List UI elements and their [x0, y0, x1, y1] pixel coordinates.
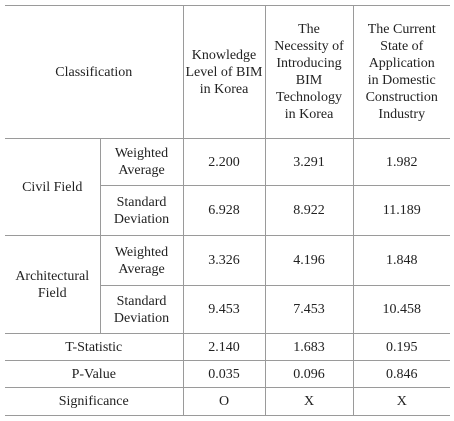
- cell-text: 0.846: [386, 366, 418, 382]
- cell-text: Construction: [365, 90, 438, 105]
- cell-text: 0.035: [208, 366, 240, 382]
- cell-text: T-Statistic: [65, 339, 123, 355]
- cell-text: Weighted: [114, 244, 169, 260]
- cell-text: Civil Field: [22, 179, 83, 195]
- table-row: T-Statistic 2.140 1.683 0.195: [5, 333, 450, 361]
- cell-text: 0.195: [386, 339, 418, 355]
- table-row: P-Value 0.035 0.096 0.846: [5, 360, 450, 388]
- value-cell: 2.140: [182, 333, 266, 361]
- header-cell: The Current State of Application in Domesti…: [352, 5, 450, 139]
- value-cell: 0.035: [182, 360, 266, 388]
- value-cell: 11.189: [352, 185, 450, 236]
- row-label: Weighted Average: [99, 235, 184, 286]
- row-label: P-Value: [5, 360, 184, 388]
- cell-text: Classification: [55, 64, 133, 80]
- cell-text: Deviation: [113, 211, 170, 227]
- value-cell: 0.096: [264, 360, 354, 388]
- value-cell: O: [182, 387, 266, 416]
- value-cell: 0.846: [352, 360, 450, 388]
- cell-text: 3.291: [293, 154, 325, 170]
- table-row: Architectural Field Weighted Average 3.326 4.…: [5, 235, 450, 334]
- value-cell: 1.982: [352, 138, 450, 186]
- cell-text: Application: [368, 56, 435, 71]
- cell-text: Introducing: [276, 56, 342, 71]
- cell-text: in Domestic: [367, 73, 436, 88]
- cell-text: 1.848: [386, 253, 418, 268]
- cell-text: Standard: [116, 194, 167, 210]
- row-label: Significance: [5, 387, 184, 416]
- cell-text: State of: [380, 39, 424, 54]
- value-cell: 3.326: [182, 235, 266, 286]
- cell-text: The: [298, 22, 320, 37]
- cell-text: 8.922: [293, 203, 325, 218]
- cell-text: Deviation: [113, 310, 170, 326]
- table-row: Standard Deviation 6.928 8.922 11.189: [5, 185, 450, 236]
- cell-text: 2.140: [208, 339, 240, 355]
- table-row: Classification Knowledge Level of BIM in Ko…: [5, 5, 450, 139]
- cell-text: The Current: [367, 22, 436, 37]
- table-row: Civil Field Weighted Average 2.200 3.291 1.98…: [5, 138, 450, 236]
- value-cell: X: [264, 387, 354, 416]
- cell-text: Industry: [378, 107, 426, 122]
- cell-text: 10.458: [382, 302, 422, 317]
- cell-text: Average: [118, 261, 165, 277]
- value-cell: X: [352, 387, 450, 416]
- cell-text: in Korea: [284, 107, 334, 122]
- cell-text: 9.453: [208, 302, 240, 317]
- row-label: T-Statistic: [5, 333, 184, 361]
- value-cell: 3.291: [264, 138, 354, 186]
- cell-text: O: [218, 394, 230, 409]
- cell-text: Knowledge: [191, 47, 257, 63]
- value-cell: 2.200: [182, 138, 266, 186]
- cell-text: 11.189: [382, 203, 421, 218]
- value-cell: 4.196: [264, 235, 354, 286]
- group-label: Civil Field: [5, 138, 101, 236]
- cell-text: Standard: [116, 293, 167, 309]
- cell-text: Average: [118, 163, 165, 178]
- cell-text: 4.196: [293, 253, 325, 268]
- value-cell: 8.922: [264, 185, 354, 236]
- row-label: Weighted Average: [99, 138, 184, 186]
- cell-text: P-Value: [71, 366, 116, 382]
- value-cell: 1.683: [264, 333, 354, 361]
- cell-text: BIM: [295, 73, 323, 88]
- value-cell: 9.453: [182, 285, 266, 334]
- cell-text: Significance: [58, 394, 129, 409]
- row-label: Standard Deviation: [100, 185, 184, 236]
- cell-text: Technology: [276, 90, 342, 105]
- value-cell: 10.458: [352, 285, 450, 334]
- row-label: Standard Deviation: [100, 285, 184, 334]
- header-cell: Classification: [5, 5, 184, 139]
- table-row: Significance O X X: [5, 387, 450, 416]
- cell-text: X: [396, 394, 407, 409]
- header-cell: Knowledge Level of BIM in Korea: [182, 5, 266, 139]
- cell-text: Weighted: [114, 146, 169, 161]
- cell-text: X: [303, 394, 315, 409]
- group-label: Architectural Field: [5, 235, 101, 334]
- value-cell: 6.928: [182, 185, 266, 236]
- cell-text: 7.453: [293, 302, 325, 317]
- table-row: Standard Deviation 9.453 7.453 10.458: [5, 285, 450, 334]
- cell-text: 3.326: [208, 253, 240, 268]
- cell-text: Level of BIM: [185, 64, 263, 80]
- cell-text: 1.982: [386, 154, 418, 170]
- table-body: Classification Knowledge Level of BIM in Ko…: [5, 5, 450, 416]
- cell-text: in Korea: [199, 81, 249, 97]
- cell-text: 0.096: [293, 366, 325, 382]
- cell-text: 2.200: [208, 154, 240, 170]
- header-cell: The Necessity of Introducing BIM Technology i…: [264, 5, 354, 139]
- value-cell: 0.195: [352, 333, 450, 361]
- cell-text: Necessity of: [274, 39, 344, 54]
- value-cell: 1.848: [352, 235, 450, 286]
- cell-text: Field: [37, 285, 67, 301]
- data-table: Classification Knowledge Level of BIM in Ko…: [5, 5, 450, 416]
- cell-text: Architectural: [15, 268, 90, 284]
- cell-text: 6.928: [208, 203, 240, 218]
- cell-text: 1.683: [293, 339, 325, 355]
- value-cell: 7.453: [264, 285, 354, 334]
